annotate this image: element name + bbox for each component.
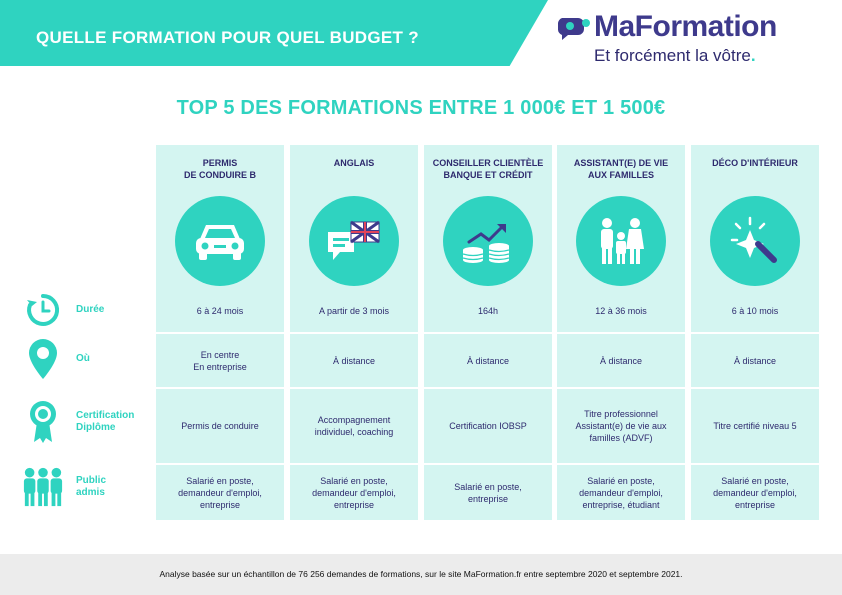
row-label-text: Durée [76, 304, 105, 315]
formation-column-anglais: ANGLAIS A partir de 3 mois À distance Ac… [290, 145, 418, 520]
row-divider [691, 463, 819, 465]
formation-title: DÉCO D'INTÉRIEUR [712, 158, 798, 168]
lieu-cell: En centre En entreprise [193, 349, 247, 372]
car-icon [175, 196, 265, 286]
brand-block: MaFormation Et forcément la vôtre. [558, 10, 828, 66]
row-divider [557, 332, 685, 334]
row-label-text: Certification Diplôme [76, 410, 135, 433]
row-divider [557, 463, 685, 465]
lieu-cell: À distance [599, 355, 643, 366]
lieu-cell: À distance [332, 355, 376, 366]
row-divider [691, 332, 819, 334]
row-divider [424, 387, 552, 389]
row-label-ou: Où [22, 337, 152, 381]
certification-cell: Titre certifié niveau 5 [713, 421, 797, 431]
row-divider [156, 332, 284, 334]
brand-name: MaFormation [594, 10, 777, 43]
row-divider [156, 463, 284, 465]
duree-cell: 6 à 24 mois [196, 306, 244, 316]
row-divider [424, 463, 552, 465]
row-divider [290, 332, 418, 334]
row-label-duree: Durée [22, 288, 152, 332]
family-icon [576, 196, 666, 286]
row-divider [424, 332, 552, 334]
row-label-public: Public admis [22, 465, 152, 509]
row-divider [290, 387, 418, 389]
main-title: TOP 5 DES FORMATIONS ENTRE 1 000€ ET 1 5… [176, 97, 666, 119]
formation-title: CONSEILLER CLIENTÈLE BANQUE ET CRÉDIT [432, 158, 544, 180]
location-pin-icon [22, 337, 64, 381]
formation-title: ANGLAIS [333, 158, 375, 168]
row-label-text: Où [76, 353, 90, 364]
certification-cell: Permis de conduire [181, 421, 259, 431]
duree-cell: A partir de 3 mois [318, 306, 390, 316]
speech-bubble-uk-flag-icon [309, 196, 399, 286]
row-divider [290, 463, 418, 465]
lieu-cell: À distance [466, 355, 510, 366]
duree-cell: 164h [477, 306, 499, 316]
coins-growth-icon [443, 196, 533, 286]
formation-title: PERMIS DE CONDUIRE B [183, 158, 256, 180]
formation-column-assistant-vie: ASSISTANT(E) DE VIE AUX FAMILLES 12 à 36… [557, 145, 685, 520]
brand-tagline: Et forcément la vôtre. [594, 46, 756, 65]
public-cell: Salarié en poste, demandeur d'emploi, en… [178, 475, 262, 510]
public-cell: Salarié en poste, entreprise [454, 481, 522, 504]
duree-cell: 12 à 36 mois [595, 306, 647, 316]
footer: Analyse basée sur un échantillon de 76 2… [0, 554, 842, 595]
public-cell: Salarié en poste, demandeur d'emploi, en… [312, 475, 396, 510]
formation-column-permis: PERMIS DE CONDUIRE B 6 à 24 mois En centr… [156, 145, 284, 520]
row-label-certification: Certification Diplôme [22, 400, 152, 444]
certification-cell: Accompagnement individuel, coaching [314, 415, 394, 437]
public-cell: Salarié en poste, demandeur d'emploi, en… [713, 475, 797, 510]
row-divider [557, 387, 685, 389]
clock-icon [22, 288, 64, 332]
formation-title: ASSISTANT(E) DE VIE AUX FAMILLES [573, 158, 669, 180]
award-rosette-icon [22, 400, 64, 444]
header-title: QUELLE FORMATION POUR QUEL BUDGET ? [36, 28, 419, 47]
public-cell: Salarié en poste, demandeur d'emploi, en… [579, 475, 663, 510]
certification-cell: Certification IOBSP [449, 421, 527, 431]
maformation-logo-icon [558, 18, 590, 40]
formation-column-conseiller: CONSEILLER CLIENTÈLE BANQUE ET CRÉDIT 16… [424, 145, 552, 520]
people-group-icon [22, 465, 64, 509]
formation-column-deco: DÉCO D'INTÉRIEUR 6 à 10 mois À distance … [691, 145, 819, 520]
row-divider [691, 387, 819, 389]
duree-cell: 6 à 10 mois [731, 306, 779, 316]
footer-note: Analyse basée sur un échantillon de 76 2… [159, 569, 683, 579]
certification-cell: Titre professionnel Assistant(e) de vie … [575, 409, 667, 443]
row-label-text: Public admis [76, 475, 107, 498]
row-divider [156, 387, 284, 389]
header-banner [0, 0, 548, 66]
lieu-cell: À distance [733, 355, 777, 366]
magic-wand-icon [710, 196, 800, 286]
